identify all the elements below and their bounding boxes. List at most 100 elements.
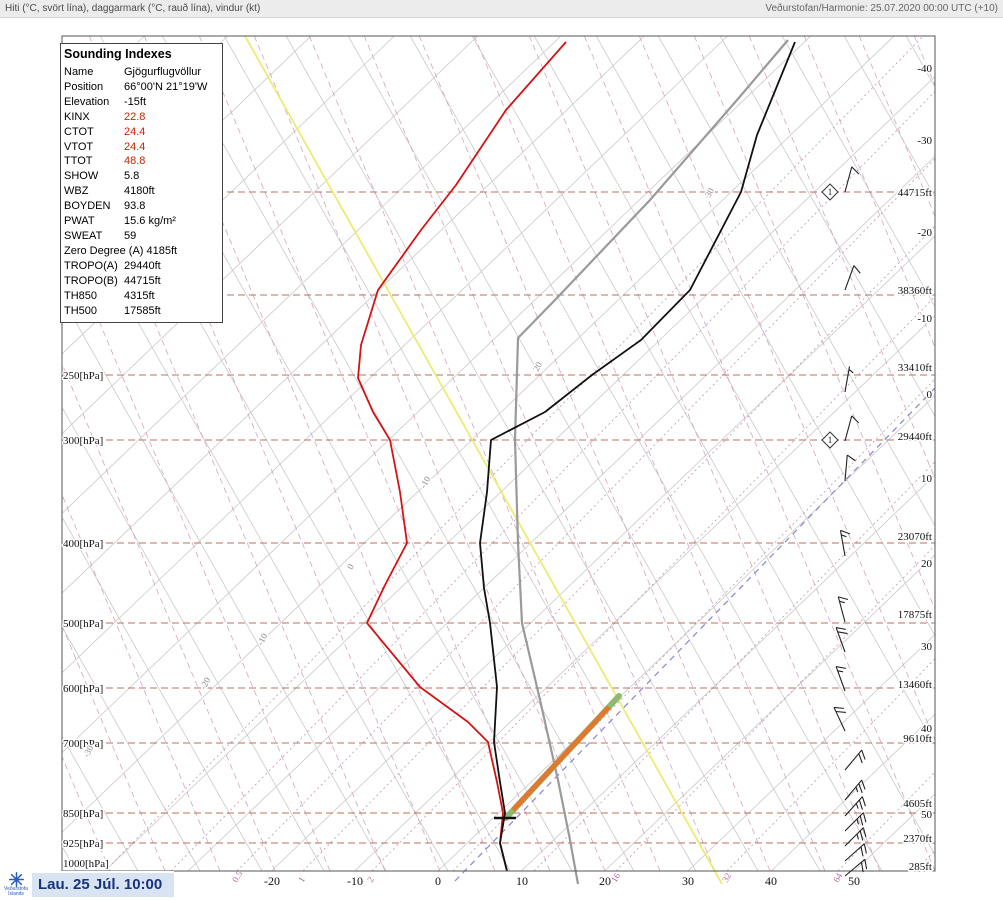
wind-barb — [844, 827, 867, 847]
mixing-ratio-line — [452, 378, 935, 872]
parcel-curve — [513, 39, 789, 885]
index-row: TH500 17585ft — [61, 304, 222, 319]
moist-adiabat-line — [418, 36, 771, 872]
index-label: KINX — [64, 110, 90, 123]
temp-axis-label: 40 — [765, 874, 777, 888]
index-label: BOYDEN — [64, 200, 111, 213]
sounding-curves — [244, 36, 935, 885]
index-value: 4180ft — [124, 185, 155, 198]
index-row: TROPO(A) 29440ft — [61, 259, 222, 274]
isotherm-line — [854, 793, 935, 872]
index-label: SHOW — [64, 170, 99, 183]
altitude-temp-label: 4605ft — [903, 798, 932, 810]
mixing-ratio-line — [726, 658, 935, 872]
index-value: 59 — [124, 229, 137, 242]
moist-adiabat-line — [748, 36, 935, 480]
wind-barb — [844, 265, 861, 291]
index-row: BOYDEN 93.8 — [61, 199, 222, 214]
isotherm-line — [437, 394, 935, 872]
mixing-ratio-line — [837, 771, 935, 872]
isotherm-line — [770, 713, 935, 872]
logo-text: Veðurstofa Íslands — [4, 886, 28, 897]
dry-adiabat-line — [905, 36, 935, 88]
index-label: TROPO(A) — [64, 259, 118, 272]
mixing-ratio-label: 16 — [609, 871, 622, 884]
index-label: TTOT — [64, 155, 93, 168]
pressure-label: 250[hPa] — [63, 370, 103, 382]
index-row: Zero Degree (A) 4185ft — [61, 244, 222, 259]
tropopause-marker: 1 — [821, 431, 839, 449]
indexes-rows: Name Gjögurflugvöllur Position 66°00'N 21°1… — [61, 65, 222, 318]
altitude-temp-label: 20 — [921, 558, 933, 570]
altitude-temp-label: 2370ft — [903, 833, 932, 845]
index-value: 93.8 — [124, 200, 146, 213]
pressure-label: 400[hPa] — [63, 538, 103, 550]
isotherm-line — [271, 235, 935, 872]
temp-axis-label: -20 — [264, 874, 280, 888]
temp-axis-label: 30 — [682, 874, 694, 888]
index-label: Position — [64, 80, 104, 93]
adiabat-label: -10 — [418, 474, 433, 490]
dry-adiabat-line — [62, 296, 387, 872]
isotherm-line — [62, 36, 645, 594]
dry-adiabat-line — [285, 36, 759, 872]
index-row: Name Gjögurflugvöllur — [61, 65, 222, 80]
wind-barb — [835, 666, 847, 692]
index-row: PWAT 15.6 kg/m² — [61, 214, 222, 229]
moist-adiabat-line — [969, 36, 1003, 871]
mixing-ratio-line — [533, 461, 935, 872]
dry-adiabat-line — [657, 36, 935, 527]
isotherm-line — [354, 315, 935, 872]
sounding-indexes-panel: Sounding Indexes Name Gjögurflugvöllur Pos… — [60, 43, 223, 324]
moist-adiabat-line — [638, 36, 935, 742]
dry-adiabat-line — [62, 516, 263, 872]
index-row: VTOT 24.4 — [61, 140, 222, 155]
moist-adiabat-line — [62, 362, 276, 872]
pressure-label: 850[hPa] — [63, 808, 103, 820]
altitude-temp-label: 10 — [921, 473, 933, 485]
altitude-temp-label: 33410ft — [898, 362, 932, 374]
index-value: Gjögurflugvöllur — [124, 66, 202, 78]
index-row: WBZ 4180ft — [61, 184, 222, 199]
isotherm-line — [62, 36, 728, 674]
dry-adiabat-line — [471, 36, 935, 856]
dry-adiabat-line — [62, 625, 201, 872]
isotherm-line — [104, 75, 935, 872]
isotherm-line — [687, 633, 935, 872]
top-info-bar: Hiti (°C, svört lína), daggarmark (°C, r… — [0, 0, 1003, 18]
altitude-temp-label: -20 — [917, 227, 932, 239]
adiabat-label: 0 — [345, 562, 356, 571]
moist-adiabat-line — [198, 36, 551, 872]
isotherm-line — [62, 36, 562, 514]
altitude-temp-label: 17875ft — [898, 609, 932, 621]
altitude-temp-label: 9610ft — [903, 733, 932, 745]
moist-adiabat-line — [473, 36, 826, 872]
pressure-label: 500[hPa] — [63, 618, 103, 630]
dry-adiabat-line — [223, 36, 697, 872]
tropopause-marker: 1 — [821, 183, 839, 201]
index-value: -15ft — [124, 95, 147, 108]
isotherm-line — [187, 155, 935, 872]
dewpoint-curve — [357, 41, 567, 872]
temp-axis-label: -10 — [347, 874, 363, 888]
plot-frame — [61, 35, 936, 872]
wind-barb — [844, 366, 854, 393]
index-value: 24.4 — [124, 140, 146, 153]
index-value: 48.8 — [124, 155, 146, 168]
dry-adiabat-line — [347, 36, 821, 872]
altitude-temp-label: 29440ft — [898, 431, 932, 443]
temp-axis-label: 20 — [599, 874, 611, 888]
pressure-label: 1000[hPa] — [63, 858, 109, 870]
altitude-temp-label: -40 — [917, 63, 932, 75]
logo-star-icon — [8, 872, 24, 887]
dry-adiabat-line — [533, 36, 935, 747]
index-row: TH850 4315ft — [61, 289, 222, 304]
index-value: 24.4 — [124, 125, 146, 138]
altitude-temp-label: 30 — [921, 641, 933, 653]
altitude-temp-label: 50 — [921, 809, 933, 821]
index-value: 66°00'N 21°19'W — [124, 80, 208, 93]
wind-barb — [844, 166, 860, 193]
altitude-temp-label: 0 — [927, 389, 933, 401]
index-label: SWEAT — [64, 229, 103, 242]
index-label: Name — [64, 66, 94, 78]
